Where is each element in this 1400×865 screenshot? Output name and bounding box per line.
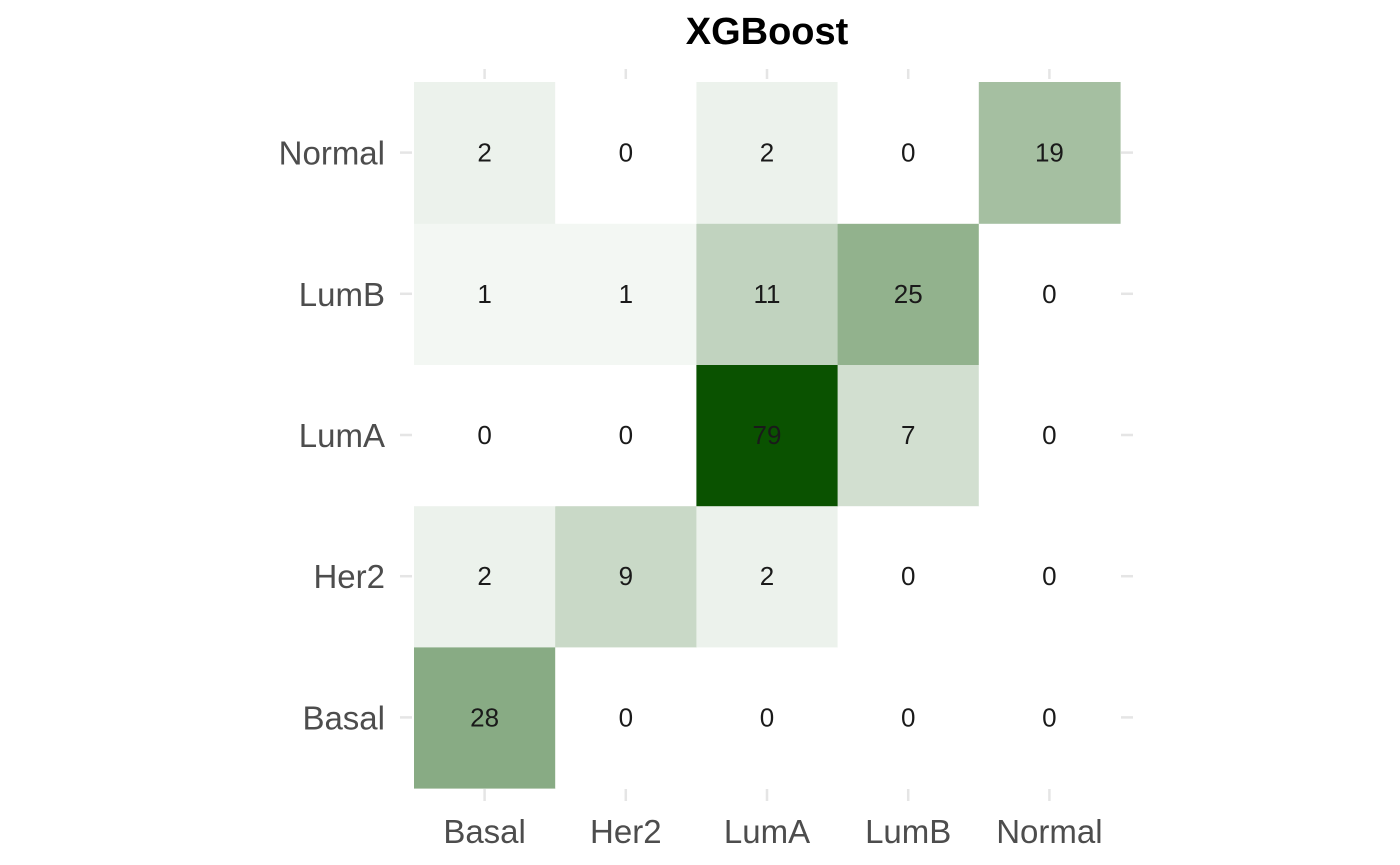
- heatmap-cell-basal-her2: [555, 646, 697, 789]
- x-tick-label-lumb: LumB: [865, 813, 951, 850]
- y-tick-label-basal: Basal: [302, 699, 385, 736]
- cell-value-basal-her2: 0: [619, 702, 633, 732]
- heatmap-cell-luma-normal: [978, 364, 1121, 507]
- heatmap-cell-luma-basal: [414, 364, 556, 507]
- cell-value-lumb-basal: 1: [477, 279, 491, 309]
- cell-value-lumb-luma: 11: [754, 279, 781, 309]
- heatmap-cell-luma-luma: [696, 364, 839, 507]
- heatmap-cell-normal-luma: [696, 82, 839, 224]
- heatmap-cell-normal-her2: [555, 82, 697, 224]
- heatmap-cell-her2-normal: [978, 505, 1121, 648]
- cell-value-her2-basal: 2: [477, 561, 491, 591]
- heatmap-cell-her2-basal: [414, 505, 556, 648]
- heatmap-cell-lumb-basal: [414, 223, 556, 365]
- cell-value-luma-lumb: 7: [901, 420, 915, 450]
- cell-value-basal-basal: 28: [470, 702, 499, 732]
- cell-value-her2-lumb: 0: [901, 561, 915, 591]
- cell-value-luma-normal: 0: [1042, 420, 1056, 450]
- cell-value-her2-luma: 2: [760, 561, 774, 591]
- heatmap-cell-luma-her2: [555, 364, 697, 507]
- y-tick-label-lumb: LumB: [299, 276, 385, 313]
- heatmap-cell-normal-lumb: [837, 82, 980, 224]
- heatmap-cell-normal-basal: [414, 82, 556, 224]
- cell-value-normal-luma: 2: [760, 138, 774, 168]
- x-tick-label-her2: Her2: [590, 813, 662, 850]
- cell-value-lumb-normal: 0: [1042, 279, 1056, 309]
- cell-value-lumb-lumb: 25: [894, 279, 923, 309]
- heatmap-cell-basal-basal: [414, 646, 556, 789]
- heatmap-cell-lumb-luma: [696, 223, 839, 365]
- cell-value-normal-her2: 0: [619, 138, 633, 168]
- heatmap-cell-her2-luma: [696, 505, 839, 648]
- heatmap-cell-lumb-normal: [978, 223, 1121, 365]
- cell-value-her2-her2: 9: [619, 561, 633, 591]
- heatmap-cell-lumb-lumb: [837, 223, 980, 365]
- x-tick-label-luma: LumA: [724, 813, 810, 850]
- heatmap-cell-basal-lumb: [837, 646, 980, 789]
- x-tick-label-normal: Normal: [996, 813, 1102, 850]
- cell-value-basal-lumb: 0: [901, 702, 915, 732]
- heatmap-cell-luma-lumb: [837, 364, 980, 507]
- cell-value-luma-her2: 0: [619, 420, 633, 450]
- heatmap-cell-basal-luma: [696, 646, 839, 789]
- cell-value-lumb-her2: 1: [619, 279, 633, 309]
- y-axis: Basal Her2 LumA LumB Normal: [279, 135, 385, 737]
- heatmap-cell-lumb-her2: [555, 223, 697, 365]
- x-axis: Basal Her2 LumA LumB Normal: [443, 813, 1102, 850]
- cell-value-basal-luma: 0: [760, 702, 774, 732]
- cell-value-basal-normal: 0: [1042, 702, 1056, 732]
- y-tick-label-normal: Normal: [279, 135, 385, 172]
- cell-value-luma-luma: 79: [753, 420, 782, 450]
- heatmap-cell-labels: 28 0 0 0 02 9 2 0 00 0 79 7 01 1 11 25 02 0 2 0 19: [470, 138, 1064, 733]
- y-tick-label-her2: Her2: [313, 558, 385, 595]
- cell-value-luma-basal: 0: [477, 420, 491, 450]
- cell-value-normal-lumb: 0: [901, 138, 915, 168]
- axis-ticks: [400, 69, 1133, 801]
- heatmap-cells: [414, 82, 1121, 789]
- chart-title: XGBoost: [686, 11, 849, 53]
- heatmap-cell-normal-normal: [978, 82, 1121, 224]
- heatmap-cell-her2-her2: [555, 505, 697, 648]
- x-tick-label-basal: Basal: [443, 813, 526, 850]
- y-tick-label-luma: LumA: [299, 417, 385, 454]
- heatmap-cell-her2-lumb: [837, 505, 980, 648]
- heatmap-cell-basal-normal: [978, 646, 1121, 789]
- cell-value-her2-normal: 0: [1042, 561, 1056, 591]
- cell-value-normal-normal: 19: [1035, 138, 1064, 168]
- cell-value-normal-basal: 2: [477, 138, 491, 168]
